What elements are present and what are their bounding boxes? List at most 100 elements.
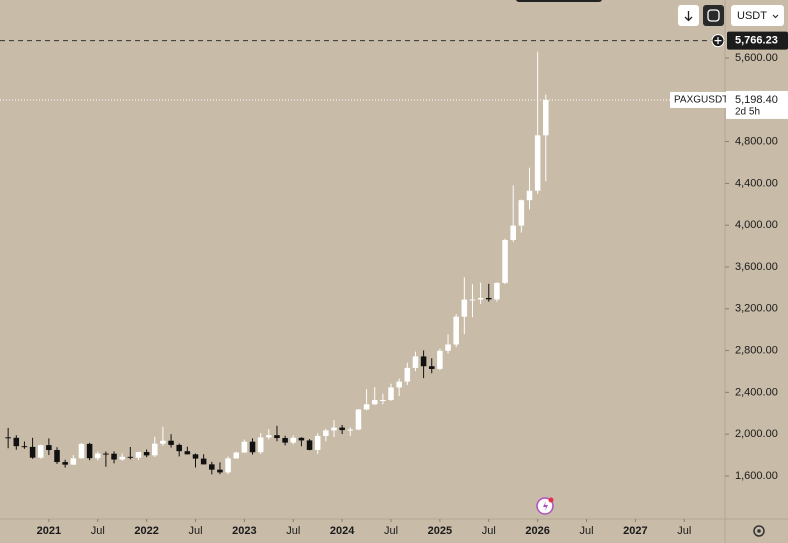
candle-body bbox=[176, 444, 182, 452]
reset-button[interactable] bbox=[703, 5, 724, 26]
x-tick-label: Jul bbox=[384, 525, 398, 537]
candle bbox=[78, 443, 85, 459]
candle-body bbox=[388, 387, 394, 400]
add-alert-plus bbox=[714, 37, 722, 45]
candle-body bbox=[469, 299, 476, 301]
select-bg bbox=[731, 5, 784, 26]
symbol-label: PAXGUSDT bbox=[674, 95, 728, 106]
candle bbox=[445, 334, 451, 354]
candle-body bbox=[534, 135, 541, 191]
candle bbox=[152, 436, 158, 458]
candle bbox=[127, 447, 134, 460]
candle-body bbox=[543, 99, 549, 136]
candle-body bbox=[184, 451, 191, 455]
candle bbox=[396, 378, 402, 397]
candle bbox=[192, 453, 199, 468]
currency-select[interactable]: USDT bbox=[731, 5, 784, 26]
candle-body bbox=[502, 240, 508, 283]
candle-body bbox=[445, 344, 451, 351]
candle bbox=[453, 314, 459, 348]
y-tick-label: 3,600.00 bbox=[735, 261, 778, 273]
top-handle bbox=[516, 0, 602, 2]
candle-body bbox=[420, 356, 427, 367]
y-tick-label: 1,600.00 bbox=[735, 470, 778, 482]
currency-label: USDT bbox=[737, 10, 767, 22]
candle bbox=[485, 283, 492, 302]
button-bg bbox=[703, 5, 724, 26]
candle bbox=[543, 94, 549, 182]
candle bbox=[119, 453, 125, 461]
candle-body bbox=[282, 438, 288, 443]
x-tick-label: 2023 bbox=[232, 525, 256, 537]
candle bbox=[494, 282, 500, 302]
candle bbox=[331, 420, 337, 437]
candle-body bbox=[371, 399, 378, 405]
candle bbox=[363, 389, 370, 411]
candle-body bbox=[428, 366, 435, 369]
candle-body bbox=[380, 399, 386, 401]
candle bbox=[209, 461, 215, 475]
candle-body bbox=[241, 441, 248, 453]
candle bbox=[282, 435, 288, 446]
candle-body bbox=[217, 469, 223, 473]
candle-body bbox=[396, 381, 402, 388]
candle-body bbox=[494, 282, 500, 300]
x-tick-label: 2022 bbox=[134, 525, 158, 537]
candle bbox=[412, 351, 419, 372]
candle bbox=[274, 425, 280, 442]
candle-body bbox=[461, 299, 468, 317]
candle-body bbox=[298, 437, 305, 441]
candle bbox=[5, 427, 11, 449]
candle bbox=[217, 462, 223, 475]
candle-body bbox=[412, 356, 419, 368]
y-tick-label: 2,000.00 bbox=[735, 428, 778, 440]
settings-button[interactable] bbox=[753, 525, 765, 537]
candle bbox=[168, 434, 174, 448]
candle bbox=[380, 393, 386, 405]
candle-body bbox=[103, 453, 109, 455]
x-tick-label: Jul bbox=[286, 525, 300, 537]
candle bbox=[103, 451, 109, 467]
candle-body bbox=[111, 453, 117, 460]
high-marker-tag bbox=[727, 31, 788, 50]
candle-body bbox=[135, 452, 142, 458]
candle bbox=[241, 439, 248, 453]
candle bbox=[355, 409, 362, 431]
x-tick-label: 2024 bbox=[330, 525, 355, 537]
alert-bolt bbox=[543, 501, 548, 511]
candle-body bbox=[37, 445, 44, 458]
candle-body bbox=[453, 316, 459, 345]
candle-body bbox=[54, 450, 60, 463]
candle-body bbox=[485, 298, 492, 300]
candle bbox=[469, 284, 476, 318]
candle-body bbox=[119, 456, 125, 460]
candle bbox=[225, 456, 231, 475]
download-icon bbox=[684, 11, 693, 22]
download-button[interactable] bbox=[678, 5, 699, 26]
candle bbox=[298, 437, 305, 447]
candle bbox=[306, 439, 313, 451]
candle-body bbox=[306, 440, 313, 450]
candle bbox=[62, 459, 68, 468]
candle bbox=[518, 199, 525, 233]
candle bbox=[323, 428, 329, 442]
last-price-label: 5,198.40 bbox=[735, 94, 778, 106]
y-tick-label: 5,600.00 bbox=[735, 52, 778, 64]
candle-body bbox=[143, 452, 150, 456]
candle bbox=[176, 443, 182, 457]
candle-body bbox=[363, 404, 370, 410]
candle bbox=[249, 438, 256, 455]
candle-body bbox=[323, 430, 329, 436]
x-tick-label: Jul bbox=[188, 525, 202, 537]
alert-icon[interactable] bbox=[536, 497, 554, 515]
y-tick-label: 2,400.00 bbox=[735, 386, 778, 398]
reset-icon bbox=[707, 9, 720, 22]
candle-body bbox=[257, 437, 264, 453]
candle bbox=[257, 433, 264, 455]
candle-body bbox=[127, 456, 134, 458]
candle-body bbox=[225, 458, 231, 473]
candle bbox=[266, 429, 272, 440]
candle bbox=[21, 441, 28, 449]
